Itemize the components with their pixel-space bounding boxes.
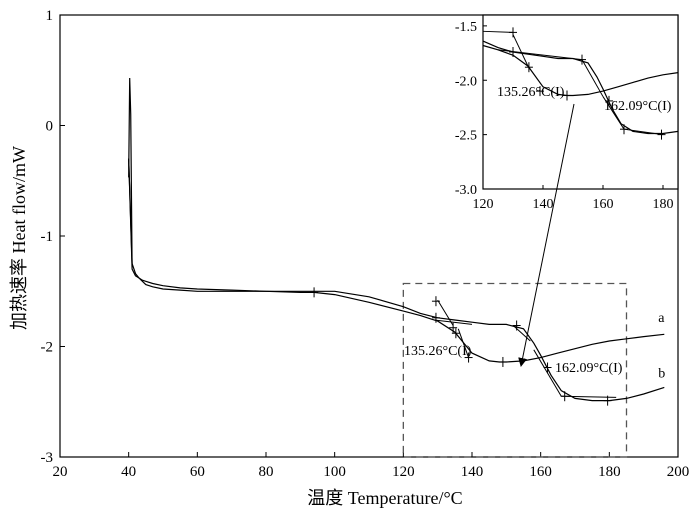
zoom-arrow (518, 103, 575, 367)
inset-frame (482, 14, 679, 190)
tangent-line (512, 325, 531, 342)
y-tick-label: -2 (41, 340, 54, 356)
inset-y-tick-label: -1.5 (455, 20, 477, 35)
x-tick-label: 80 (259, 464, 274, 480)
initial-spike (128, 77, 133, 267)
inset-y-tick-label: -2.0 (455, 74, 477, 89)
inset-series-b-line (482, 40, 679, 135)
x-tick-label: 120 (392, 464, 415, 480)
inset-x-tick-label: 160 (593, 197, 614, 212)
inset-x-tick-label: 120 (473, 197, 494, 212)
y-tick-label: 0 (46, 119, 54, 135)
x-tick-label: 60 (190, 464, 205, 480)
tangent-line (437, 299, 454, 326)
inset-plot: 120 140 160 180 -3.0 -2.5 -2.0 -1.5 135.26°C(I) 1… (455, 14, 679, 212)
inset-tangent-line (581, 59, 604, 97)
y-tick-label: -3 (41, 450, 54, 466)
y-axis-title: 加热速率 Heat flow/mW (9, 146, 29, 330)
series-a-line (128, 158, 665, 363)
inset-tangent-line (512, 34, 530, 70)
x-tick-label: 40 (121, 464, 136, 480)
tangent-line (457, 328, 470, 358)
series-b-line (128, 158, 665, 402)
inset-y-tick-label: -3.0 (455, 183, 477, 198)
x-tick-label: 20 (53, 464, 68, 480)
tangent-line (561, 395, 617, 398)
main-plot: 20 40 60 80 100 120 140 160 180 200 -3 -2 -1 0 1 a b 135.… (41, 8, 690, 480)
x-tick-label: 100 (323, 464, 346, 480)
annotation-onset-1: 135.26°C(I) (404, 344, 472, 359)
y-tick-label: -1 (41, 229, 54, 245)
x-tick-label: 160 (529, 464, 552, 480)
inset-tangent-line (497, 49, 583, 61)
x-tick-label: 140 (461, 464, 484, 480)
series-a-label: a (658, 311, 665, 326)
zoom-box (402, 282, 628, 458)
inset-annotation-1: 135.26°C(I) (497, 85, 565, 100)
inset-y-tick-label: -2.5 (455, 129, 477, 144)
inset-tangent-line (602, 96, 625, 130)
tangent-line (533, 349, 562, 397)
x-axis-title: 温度 Temperature/°C (307, 488, 462, 508)
y-tick-label: 1 (46, 8, 54, 24)
inset-x-tick-label: 140 (533, 197, 554, 212)
inset-tangent-line (623, 128, 664, 136)
series-b-label: b (658, 366, 665, 381)
tangent-line (434, 319, 473, 325)
x-tick-label: 180 (598, 464, 621, 480)
inset-annotation-2: 162.09°C(I) (604, 99, 672, 114)
inset-x-tick-label: 180 (653, 197, 674, 212)
inset-tangent-line (482, 30, 514, 33)
annotation-onset-2: 162.09°C(I) (555, 361, 623, 376)
x-tick-label: 200 (667, 464, 690, 480)
